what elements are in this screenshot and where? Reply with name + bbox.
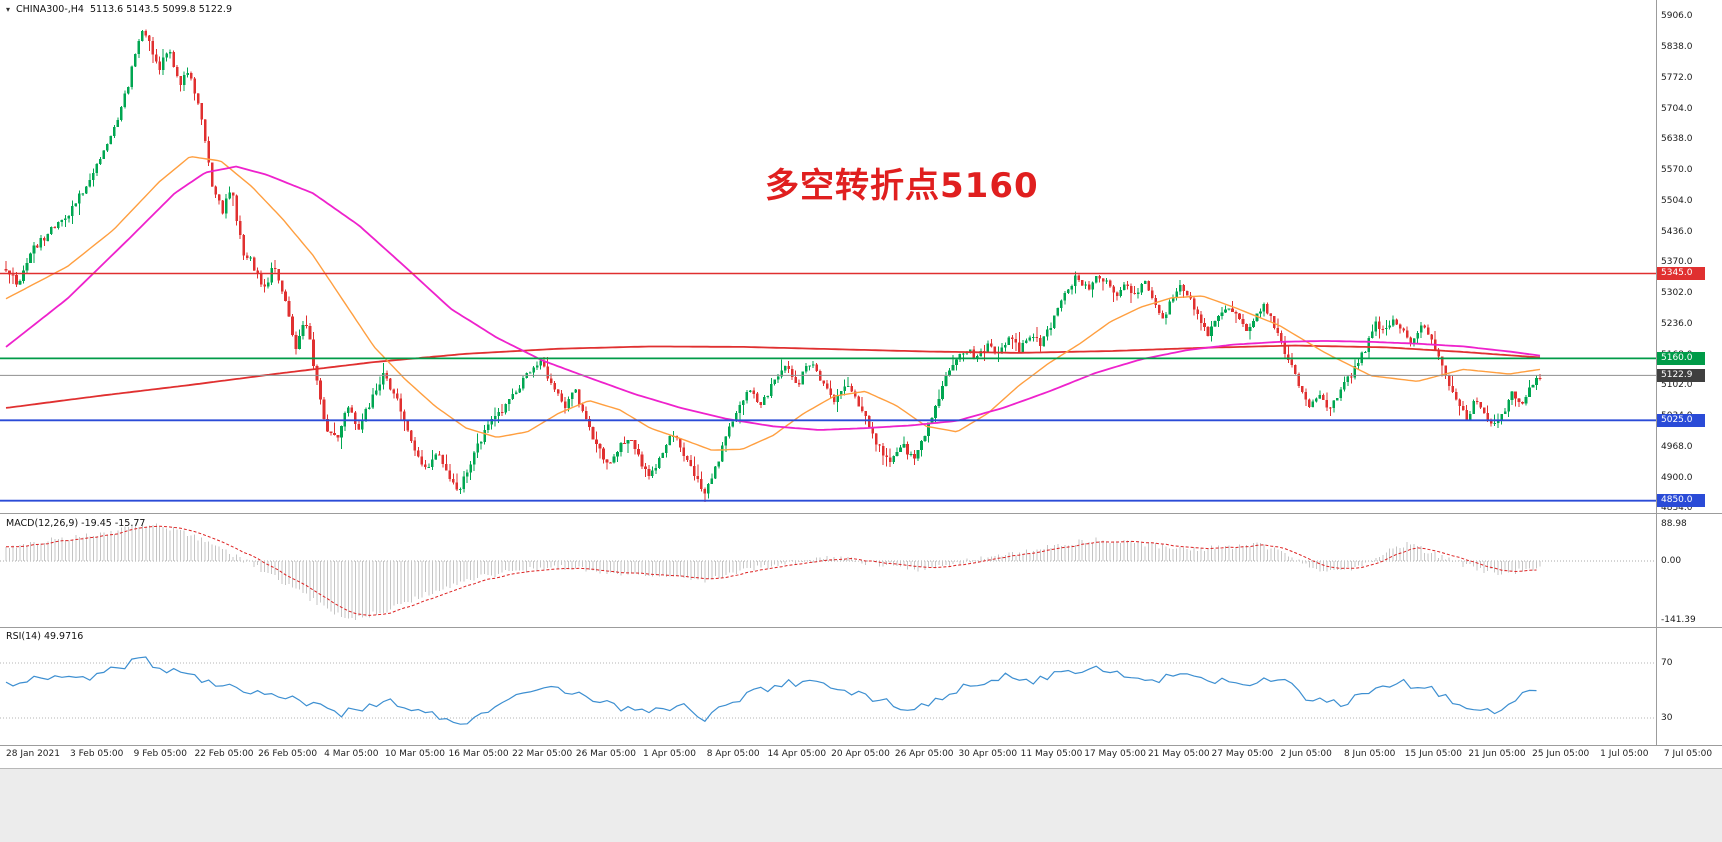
date-label: 30 Apr 05:00: [958, 749, 1018, 759]
price-axis[interactable]: 5906.0 5838.0 5772.0 5704.0 5638.0 5570.0 5504…: [0, 0, 1722, 746]
pane-divider-rsi-time: [0, 745, 1722, 746]
date-label: 8 Apr 05:00: [706, 749, 760, 759]
price-tick-label: 5302.0: [1661, 288, 1693, 299]
date-label: 25 Jun 05:00: [1532, 749, 1590, 759]
ma-fast: [5, 156, 1541, 451]
price-tick-label: 5704.0: [1661, 103, 1693, 114]
date-label: 20 Apr 05:00: [831, 749, 890, 759]
price-tick-label: 5638.0: [1661, 134, 1693, 144]
date-label: 21 Jun 05:00: [1468, 749, 1526, 759]
macd-axis-label: 88.98: [1661, 518, 1687, 529]
bottom-bar: [0, 768, 1722, 842]
date-label: 4 Mar 05:00: [324, 749, 379, 759]
date-label: 8 Jun 05:00: [1343, 749, 1396, 759]
rsi-axis-label: 70: [1661, 658, 1673, 668]
date-label: 7 Jul 05:00: [1663, 749, 1713, 759]
date-label: 1 Apr 05:00: [643, 749, 696, 759]
rsi-axis-label: 30: [1661, 713, 1673, 723]
candlesticks: [4, 29, 1542, 503]
chart-ohlc-quote: 5113.6 5143.5 5099.8 5122.9: [89, 4, 232, 15]
price-tick-label: 4834.0: [1661, 503, 1693, 513]
macd-signal-line: [6, 525, 1537, 616]
date-label: 26 Mar 05:00: [575, 749, 636, 759]
date-label: 9 Feb 05:00: [133, 749, 187, 759]
rsi-line: [5, 656, 1537, 725]
date-label: 16 Mar 05:00: [448, 749, 509, 759]
price-tick-label: 5102.0: [1661, 380, 1693, 390]
price-annotation: 多空转折点5160: [765, 166, 1039, 206]
date-label: 3 Feb 05:00: [70, 749, 124, 759]
date-label: 1 Jul 05:00: [1600, 749, 1649, 759]
price-level-badge: 4850.0: [1657, 494, 1705, 508]
price-scale-divider: [1656, 0, 1657, 746]
macd-histogram: [5, 523, 1541, 620]
price-tick-label: 5504.0: [1661, 195, 1693, 206]
date-label: 14 Apr 05:00: [767, 749, 827, 759]
date-label: 22 Mar 05:00: [512, 749, 573, 759]
chart-symbol-title: CHINA300-,H4: [16, 4, 84, 15]
price-tick-label: 5570.0: [1661, 165, 1693, 176]
macd-axis-label: 0.00: [1661, 556, 1682, 566]
price-tick-label: 5436.0: [1661, 226, 1693, 237]
price-tick-label: 4968.0: [1661, 441, 1693, 452]
chart-header: ▾ CHINA300-,H4 5113.6 5143.5 5099.8 5122…: [6, 4, 232, 15]
price-tick-label: 5236.0: [1661, 318, 1693, 329]
time-axis[interactable]: 28 Jan 2021 3 Feb 05:00 9 Feb 05:00 22 Feb …: [0, 746, 1722, 767]
price-level-badge: 5160.0: [1657, 351, 1705, 365]
ma-medium: [5, 165, 1541, 431]
price-level-badge: 5345.0: [1657, 267, 1705, 280]
date-label: 15 Jun 05:00: [1404, 749, 1462, 759]
chart-canvas[interactable]: [0, 0, 1722, 746]
rsi-indicator-label: RSI(14) 49.9716: [6, 631, 84, 642]
price-level-badge: 5122.9: [1657, 368, 1705, 382]
date-label: 17 May 05:00: [1084, 749, 1146, 759]
price-tick-label: 4900.0: [1661, 472, 1693, 483]
price-tick-label: 5906.0: [1661, 11, 1693, 21]
date-label: 26 Feb 05:00: [258, 749, 318, 759]
macd-indicator-label: MACD(12,26,9) -19.45 -15.77: [6, 518, 146, 529]
date-label: 28 Jan 2021: [6, 749, 60, 759]
date-label: 27 May 05:00: [1211, 749, 1274, 759]
date-label: 26 Apr 05:00: [894, 749, 954, 759]
pane-divider-macd-rsi: [0, 627, 1722, 628]
price-tick-label: 5838.0: [1661, 42, 1693, 53]
price-level-badge: 5025.0: [1657, 413, 1705, 427]
date-label: 22 Feb 05:00: [194, 749, 254, 759]
date-label: 2 Jun 05:00: [1280, 749, 1332, 759]
price-tick-label: 5370.0: [1661, 257, 1693, 267]
date-label: 10 Mar 05:00: [384, 749, 445, 759]
symbol-marker-icon: ▾: [6, 5, 11, 14]
pane-divider-price-macd: [0, 513, 1722, 514]
date-label: 21 May 05:00: [1147, 749, 1210, 759]
date-label: 11 May 05:00: [1020, 749, 1083, 759]
price-tick-label: 5772.0: [1661, 72, 1693, 83]
macd-axis-label: -141.39: [1661, 614, 1696, 625]
